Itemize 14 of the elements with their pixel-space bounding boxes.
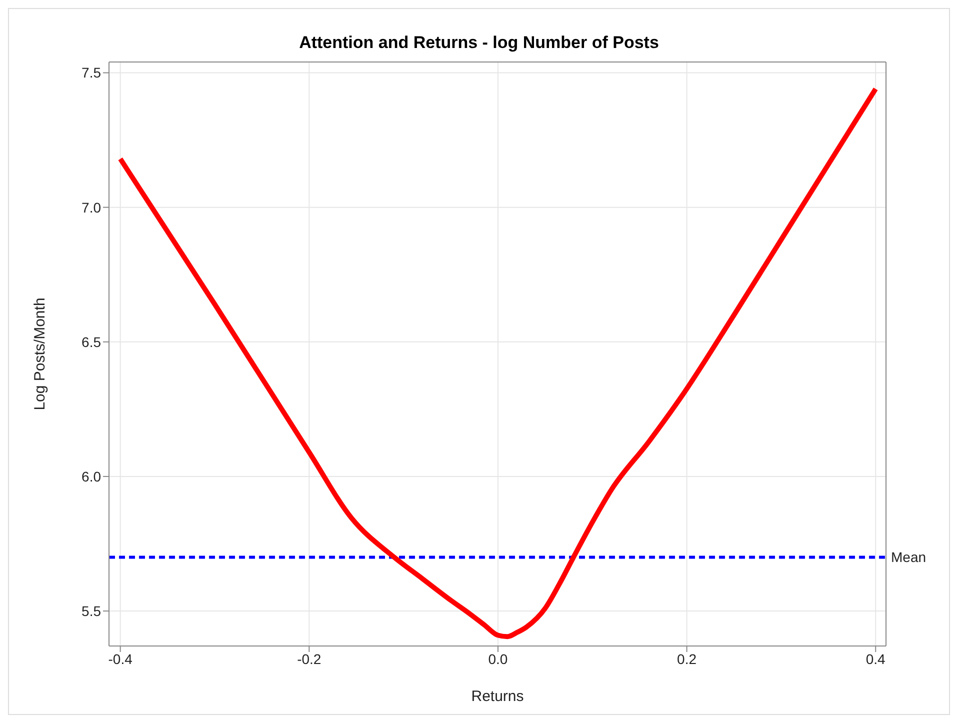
x-tick-label: -0.2 (297, 650, 322, 667)
y-tick-label: 5.5 (82, 602, 102, 619)
x-axis-title: Returns (471, 688, 524, 705)
x-tick-label: 0.4 (866, 650, 886, 667)
y-axis-title: Log Posts/Month (31, 298, 48, 410)
y-tick-label: 7.0 (82, 199, 102, 216)
x-tick-label: 0.0 (488, 650, 508, 667)
chart-title: Attention and Returns - log Number of Posts (298, 32, 660, 54)
y-tick-label: 6.5 (82, 334, 102, 350)
x-tick-label: -0.4 (108, 650, 133, 667)
y-tick-label: 6.0 (82, 468, 102, 484)
y-tick-label: 7.5 (82, 64, 102, 81)
ref-line-label: Mean (891, 549, 926, 566)
x-tick-label: 0.2 (677, 650, 697, 667)
